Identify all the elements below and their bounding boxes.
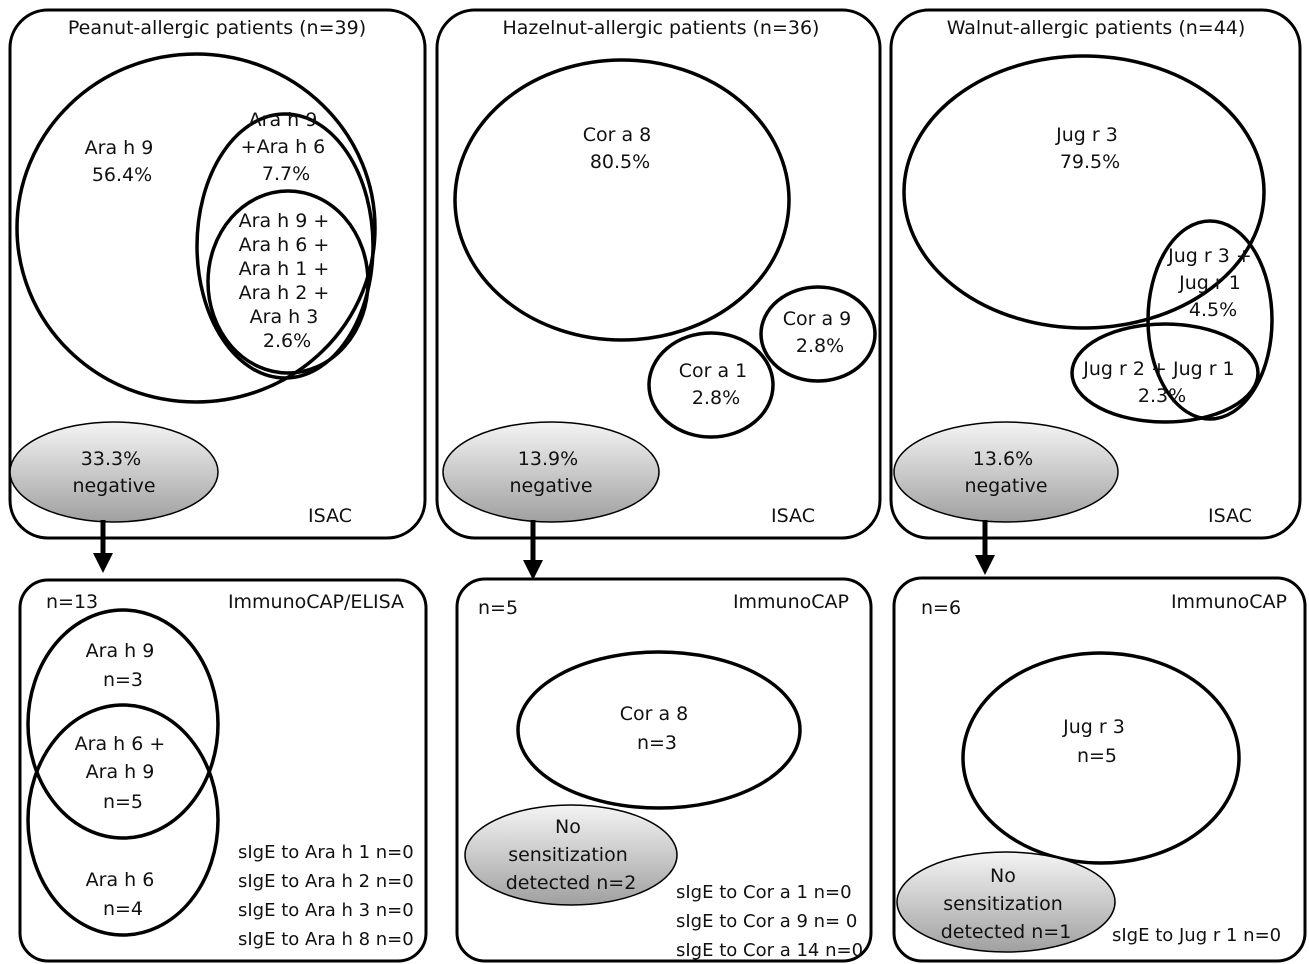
cor-a-9-ellipse	[759, 285, 877, 383]
ara-h-6-ara-h-9-followup-label: Ara h 6 + Ara h 9 n=5	[75, 733, 172, 813]
peanut-isac-panel: Peanut-allergic patients (n=39) Ara h 9 …	[8, 8, 427, 540]
peanut-method-label: ISAC	[308, 505, 352, 527]
walnut-isac-panel: Walnut-allergic patients (n=44) Jug r 3 …	[889, 8, 1302, 540]
walnut-followup-box	[892, 576, 1307, 963]
jug-r-3-jug-r-1-label: Jug r 3 + Jug r 1 4.5%	[1167, 245, 1258, 321]
ara-h-9-ara-h-6-label: Ara h 9 +Ara h 6 7.7%	[241, 109, 332, 185]
cor-a-1-label: Cor a 1 2.8%	[679, 360, 754, 409]
peanut-followup-n: n=13	[46, 591, 98, 613]
cor-a-8-label: Cor a 8 80.5%	[583, 124, 658, 173]
hazelnut-followup-box	[455, 577, 873, 963]
cor-a-8-ellipse	[453, 58, 791, 342]
walnut-sige-list: sIgE to Jug r 1 n=0	[1112, 925, 1281, 946]
walnut-isac-box	[889, 8, 1302, 540]
hazelnut-panel-title: Hazelnut-allergic patients (n=36)	[503, 17, 820, 39]
hazelnut-followup-panel: n=5 ImmunoCAP Cor a 8 n=3 No sensitizati…	[455, 577, 873, 963]
hazelnut-no-sensitization-label: No sensitization detected n=2	[506, 816, 637, 894]
cor-a-1-ellipse	[647, 331, 775, 439]
ara-h-9-6-1-2-3-label: Ara h 9 + Ara h 6 + Ara h 1 + Ara h 2 + …	[239, 210, 336, 352]
cor-a-8-followup-ellipse	[516, 650, 802, 810]
hazelnut-followup-method: ImmunoCAP	[733, 591, 849, 613]
ara-h-9-followup-label: Ara h 9 n=3	[86, 640, 161, 691]
hazelnut-method-label: ISAC	[771, 505, 815, 527]
walnut-followup-method: ImmunoCAP	[1171, 591, 1287, 613]
peanut-negative-ellipse	[9, 421, 219, 523]
peanut-negative-label: 33.3% negative	[72, 448, 155, 497]
jug-r-3-ellipse	[902, 54, 1266, 330]
walnut-negative-label: 13.6% negative	[964, 448, 1047, 497]
hazelnut-isac-box	[435, 8, 882, 540]
ara-h-6-followup-label: Ara h 6 n=4	[86, 869, 161, 920]
peanut-panel-title: Peanut-allergic patients (n=39)	[68, 17, 366, 39]
peanut-sige-list: sIgE to Ara h 1 n=0 sIgE to Ara h 2 n=0 …	[238, 842, 419, 950]
hazelnut-negative-ellipse	[442, 421, 660, 523]
jug-r-3-followup-ellipse	[961, 651, 1241, 865]
walnut-followup-panel: n=6 ImmunoCAP Jug r 3 n=5 No sensitizati…	[892, 576, 1307, 963]
peanut-isac-box	[8, 8, 427, 540]
ara-h-9-followup-ellipse	[26, 608, 220, 840]
followup-arrows	[93, 520, 995, 580]
hazelnut-negative-label: 13.9% negative	[509, 448, 592, 497]
walnut-no-sensitization-ellipse	[896, 851, 1116, 953]
jug-r-3-label: Jug r 3 79.5%	[1055, 124, 1124, 173]
ara-h-9-ara-h-6-ellipse	[195, 112, 375, 380]
walnut-no-sensitization-label: No sensitization detected n=1	[941, 865, 1072, 943]
cor-a-8-followup-label: Cor a 8 n=3	[620, 703, 695, 754]
jug-r-3-jug-r-1-ellipse	[1146, 219, 1274, 421]
ara-h-6-followup-ellipse	[26, 703, 220, 937]
peanut-followup-method: ImmunoCAP/ELISA	[228, 591, 404, 613]
ara-h-9-6-1-2-3-ellipse	[206, 189, 370, 375]
walnut-negative-ellipse	[893, 421, 1119, 523]
jug-r-2-jug-r-1-ellipse	[1070, 322, 1260, 424]
cor-a-9-label: Cor a 9 2.8%	[783, 308, 858, 357]
peanut-followup-box	[18, 578, 428, 963]
hazelnut-followup-n: n=5	[478, 597, 518, 619]
ara-h-9-label: Ara h 9 56.4%	[85, 137, 160, 186]
hazelnut-sige-list: sIgE to Cor a 1 n=0 sIgE to Cor a 9 n= 0…	[676, 882, 863, 961]
jug-r-2-jug-r-1-label: Jug r 2 + Jug r 1 2.3%	[1082, 358, 1240, 407]
hazelnut-isac-panel: Hazelnut-allergic patients (n=36) Cor a …	[435, 8, 882, 540]
peanut-followup-panel: n=13 ImmunoCAP/ELISA Ara h 9 n=3 Ara h 6…	[18, 578, 428, 963]
walnut-followup-n: n=6	[921, 597, 961, 619]
ara-h-9-ellipse	[15, 52, 377, 404]
hazelnut-no-sensitization-ellipse	[464, 804, 678, 906]
walnut-panel-title: Walnut-allergic patients (n=44)	[947, 17, 1246, 39]
walnut-method-label: ISAC	[1208, 505, 1252, 527]
jug-r-3-followup-label: Jug r 3 n=5	[1062, 716, 1131, 767]
